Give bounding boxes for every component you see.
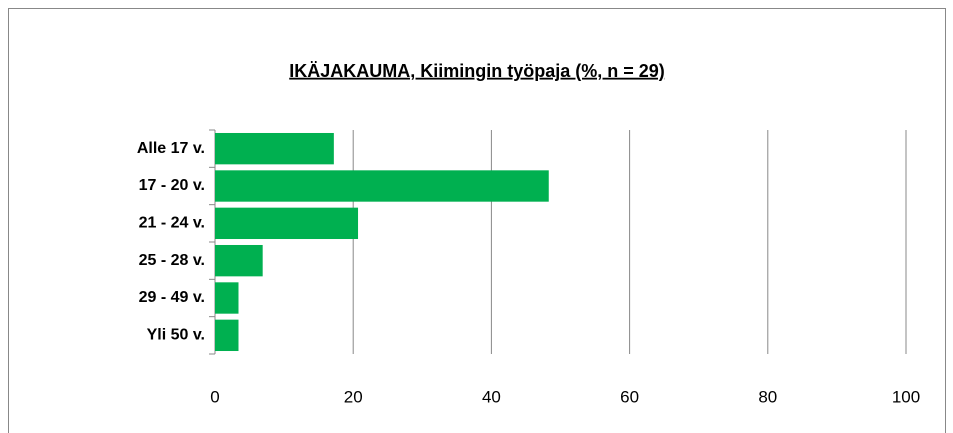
bar bbox=[215, 132, 334, 165]
x-tick-label: 40 bbox=[482, 387, 501, 406]
bar bbox=[215, 319, 239, 352]
x-tick-label: 60 bbox=[620, 387, 639, 406]
y-tick-label: Yli 50 v. bbox=[147, 327, 205, 344]
x-tick-label: 100 bbox=[892, 387, 920, 406]
x-tick-label: 20 bbox=[344, 387, 363, 406]
x-tick-label: 80 bbox=[758, 387, 777, 406]
y-tick-label: 29 - 49 v. bbox=[139, 289, 205, 306]
y-tick-label: 17 - 20 v. bbox=[139, 177, 205, 194]
y-tick-label: 25 - 28 v. bbox=[139, 252, 205, 269]
x-tick-label: 0 bbox=[210, 387, 219, 406]
y-tick-label: 21 - 24 v. bbox=[139, 215, 205, 232]
bar bbox=[215, 207, 359, 240]
y-tick-label: Alle 17 v. bbox=[137, 140, 205, 157]
bar bbox=[215, 170, 549, 202]
chart-border bbox=[8, 8, 946, 433]
bar bbox=[215, 244, 263, 277]
bar bbox=[215, 282, 239, 314]
chart-title: IKÄJAKAUMA, Kiimingin työpaja (%, n = 29… bbox=[289, 61, 665, 81]
